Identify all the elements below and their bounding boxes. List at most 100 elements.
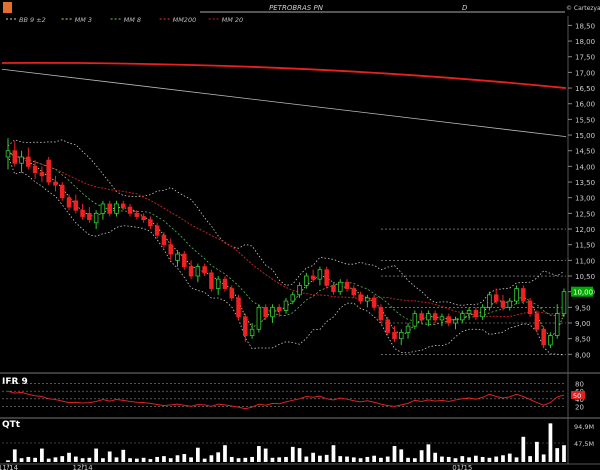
candle-down [385,319,390,333]
candle-down [276,306,282,311]
legend-entry: BB 9 ±2 [19,16,46,24]
candle-up [405,325,411,333]
candle-up [114,203,119,214]
volume-bar [236,458,241,462]
y-tick-label: 18,50 [575,22,595,30]
volume-bar [412,458,417,462]
volume-bar [270,457,275,462]
volume-bar [548,423,553,462]
volume-bar [379,457,383,462]
y-tick-label: 16,00 [575,101,595,109]
volume-bar [338,456,343,462]
x-tick-label: 11/14 [0,464,19,470]
volume-bar [514,457,519,462]
volume-bar [114,457,119,462]
volume-bar [189,457,193,462]
y-tick-label: 16,50 [575,85,595,93]
volume-bar [501,455,505,462]
candle-down [209,272,214,289]
candle-up [290,294,296,302]
candle-up [412,313,418,327]
volume-bar [528,456,532,462]
volume-bar [87,457,92,462]
candle-down [310,275,316,280]
candle-up [249,328,255,336]
y-tick-label: 10,50 [575,273,595,281]
volume-bar [168,458,173,462]
volume-bar [216,452,221,462]
candle-down [229,288,235,299]
volume-bar [399,449,404,462]
candle-down [534,313,540,330]
candle-up [93,212,99,224]
candle-up [365,297,370,302]
volume-bar [33,457,37,462]
candle-down [243,316,248,336]
volume-bar [480,456,485,462]
volume-bar [521,436,526,462]
candle-down [324,269,329,286]
candle-down [378,306,384,321]
candle-down [59,184,65,199]
volume-bar [277,457,282,462]
volume-bar [460,456,465,462]
candle-down [541,328,546,346]
candle-down [39,172,45,177]
volume-bar [141,457,146,462]
volume-bar [290,446,295,462]
volume-bar [372,455,377,462]
volume-bar [555,448,560,462]
volume-bar [162,456,166,462]
volume-bar [304,456,309,462]
volume-bar [73,456,78,462]
candle-down [80,209,85,217]
volume-bar [26,456,31,462]
candle-up [19,156,24,164]
y-tick-label: 8,50 [575,336,591,344]
volume-bar [284,456,288,462]
y-tick-label: 13,00 [575,195,595,203]
y-tick-label: 17,00 [575,69,595,77]
volume-bar [385,456,390,462]
last-price-badge [571,286,593,297]
candle-down [392,332,397,340]
candle-up [215,278,221,289]
y-tick-label: 9,50 [575,304,591,312]
volume-bar [507,453,512,462]
candle-down [53,181,58,186]
candle-down [161,234,167,246]
candle-down [202,266,207,274]
brand-label: © Cartezyan [566,5,600,12]
candle-up [548,335,553,346]
y-tick-label: 13,50 [575,179,595,187]
candle-down [12,150,18,164]
volume-bar [67,452,71,462]
ifr-tick-label: 20 [575,403,584,411]
candle-down [148,219,153,227]
candle-up [426,313,431,321]
volume-title: QTt [2,420,21,430]
volume-bar [487,457,492,462]
volume-bar [324,454,329,462]
volume-bar [406,457,410,462]
candle-down [263,306,268,318]
volume-bar [311,452,315,462]
candle-down [473,310,479,318]
volume-bar [331,445,336,462]
ifr-tick-label: 80 [575,381,584,389]
candle-up [466,310,472,315]
ifr-line [7,390,565,410]
volume-bar [535,441,539,462]
candle-up [561,291,567,315]
x-tick-label: 12/14 [72,464,93,470]
x-tick-label: 01/15 [452,464,472,470]
volume-bar [426,444,431,462]
last-price-label: 10,00 [573,289,593,297]
volume-bar [297,448,302,462]
volume-bar [182,454,187,462]
candle-down [66,197,72,208]
candle-down [222,278,228,289]
legend-entry: MM 20 [222,16,244,24]
candle-up [554,313,560,336]
y-tick-label: 18,00 [575,38,595,46]
